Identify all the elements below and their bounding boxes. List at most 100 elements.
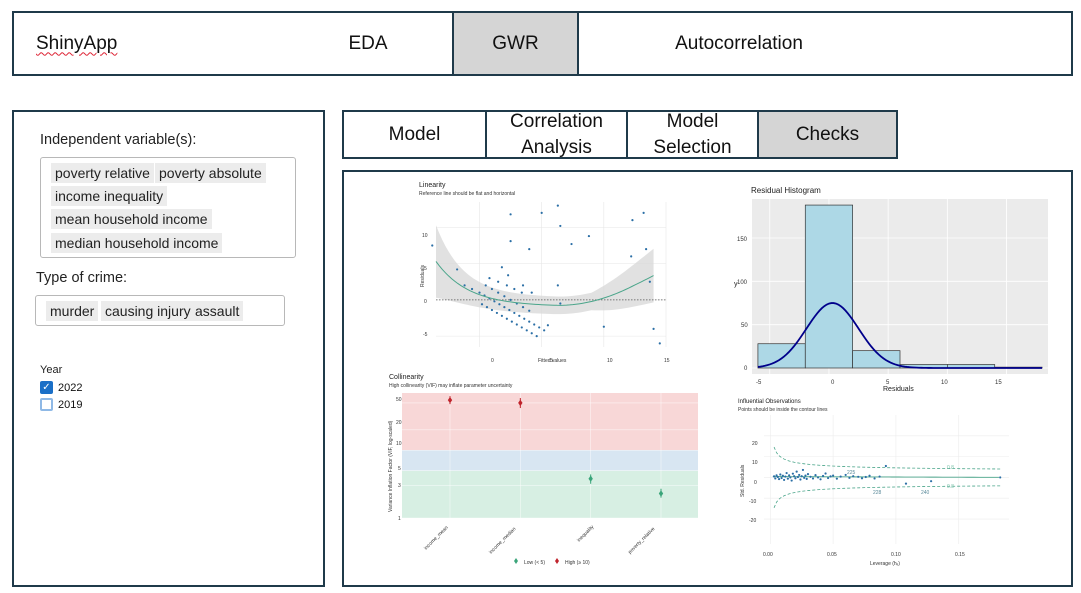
subtab-correlation-analysis[interactable]: Correlation Analysis [485,111,626,158]
nav-tab-gwr[interactable]: GWR [452,13,579,74]
year-option-label: 2022 [58,381,83,394]
chip-income-inequality[interactable]: income inequality [51,186,168,206]
influential-point [878,475,881,478]
influential-point [794,477,797,480]
year-checkbox-2019[interactable]: 2019 [40,398,82,411]
inf-x-label: Leverage (hᵢᵢ) [870,561,900,567]
linearity-y-tick-minus5: -5 [423,332,428,338]
nav-tab-eda[interactable]: EDA [348,32,388,54]
checkbox-unchecked-icon[interactable] [40,398,53,411]
influential-point [780,476,783,480]
influential-contour-lower [773,485,1001,508]
influential-point [809,475,812,478]
subtab-model-selection[interactable]: Model Selection [626,111,757,158]
linearity-point [470,287,474,291]
influential-point [793,475,796,478]
linearity-point [515,323,518,326]
linearity-title: Linearity [419,182,446,189]
vif-x-tick-income-mean: income_mean [423,525,450,552]
independent-variables-select[interactable]: poverty relative poverty absolute income… [40,157,296,258]
crime-type-select[interactable]: murder causing injury assault [35,295,285,326]
linearity-point [530,332,533,335]
influential-point [781,474,784,477]
histogram-plot: Residual Histogram -5 0 5 10 15 Residual… [734,186,1048,393]
influential-grid [764,415,1009,544]
vif-x-tick-inequality: inequality [576,524,596,544]
influential-point [821,474,825,478]
influential-point [814,474,817,477]
influential-point [829,475,832,478]
influential-point [791,472,794,475]
linearity-point [503,295,506,298]
histogram-x-tick-0: 0 [831,380,835,386]
linearity-point [602,325,605,328]
collinearity-legend: Low (< 5) High (≥ 10) [514,558,590,566]
collinearity-plot: Collinearity High collinearity (VIF) may… [388,374,698,566]
independent-variables-label: Independent variable(s): [40,132,197,148]
influential-point [816,476,820,479]
linearity-point [518,314,521,317]
point-label-240: 240 [921,490,930,496]
checkbox-checked-icon[interactable]: ✓ [40,381,53,394]
linearity-subtitle: Reference line should be flat and horizo… [419,191,515,197]
influential-point [801,468,805,472]
linearity-point [509,213,512,216]
vif-y-label: Variance Inflation Factor (VIF, log-scal… [388,420,394,512]
sidebar-panel: Independent variable(s): poverty relativ… [12,110,325,587]
vif-band-moderate [402,450,698,471]
vif-x-tick-income-median: income_median [488,526,517,555]
linearity-x-label: Fitted values [538,358,567,364]
inf-y-tick-minus10: -10 [749,499,756,505]
linearity-point [525,329,528,332]
inf-y-tick-20: 20 [752,441,758,447]
chip-mean-household-income[interactable]: mean household income [51,209,212,229]
legend-low-label: Low (< 5) [524,560,545,566]
inf-x-tick-010: 0.10 [891,552,901,558]
influential-point [904,482,908,485]
subtab-checks[interactable]: Checks [757,112,896,157]
chip-murder[interactable]: murder [46,301,99,321]
chip-assault[interactable]: assault [191,301,244,321]
vif-band-low [402,470,698,518]
linearity-point [498,303,501,306]
chip-poverty-absolute[interactable]: poverty absolute [155,163,266,183]
linearity-point [570,242,573,246]
influential-point [796,475,800,479]
linearity-point [485,306,489,309]
linearity-point [520,326,523,329]
influential-contour-upper [773,446,1001,470]
influential-plot: Influential Observations Points should b… [738,399,1009,567]
model-checks-panel: Linearity Reference line should be flat … [342,170,1073,587]
linearity-point [493,300,496,303]
contour-label-upper: 0.8 [947,465,954,471]
legend-high-label: High (≥ 10) [565,560,590,566]
linearity-x-tick-0: 0 [491,358,494,364]
linearity-point [559,224,562,228]
influential-point [777,477,781,481]
influential-point [775,474,778,477]
year-checkbox-2022[interactable]: ✓ 2022 [40,381,82,394]
linearity-point [658,342,661,345]
linearity-point [505,284,508,287]
chip-poverty-relative[interactable]: poverty relative [51,163,154,183]
app-brand[interactable]: ShinyApp [36,32,118,54]
top-navbar: ShinyApp EDA GWR Autocorrelation [12,11,1073,76]
linearity-point [540,211,543,214]
linearity-point [556,204,559,207]
influential-point [930,480,933,483]
chip-causing-injury[interactable]: causing injury [101,301,195,321]
histogram-bar [852,350,901,369]
influential-title: Influential Observations [738,399,801,405]
linearity-point [495,311,499,315]
linearity-point [523,317,526,320]
histogram-y-tick-0: 0 [744,366,748,372]
linearity-point [630,255,633,258]
influential-point [811,477,815,480]
linearity-point [490,308,494,312]
nav-tab-autocorrelation[interactable]: Autocorrelation [675,32,803,54]
linearity-point [510,320,513,323]
linearity-point [546,324,549,327]
linearity-point [648,280,651,283]
chip-median-household-income[interactable]: median household income [51,233,223,253]
subtab-model[interactable]: Model [388,123,441,145]
